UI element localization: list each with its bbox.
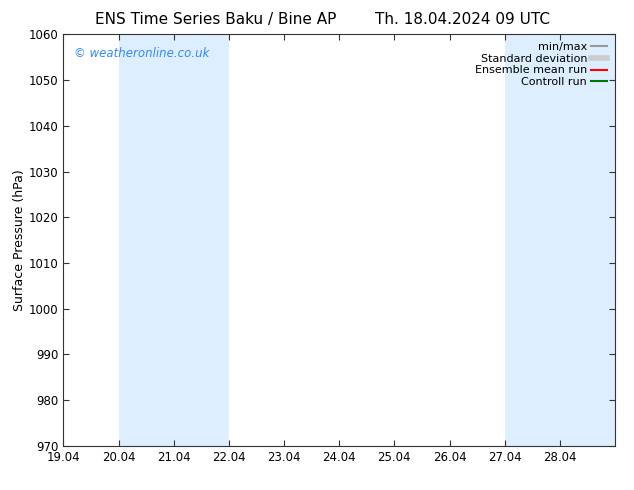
Bar — [505, 34, 615, 446]
Text: ENS Time Series Baku / Bine AP: ENS Time Series Baku / Bine AP — [95, 12, 336, 27]
Legend: min/max, Standard deviation, Ensemble mean run, Controll run: min/max, Standard deviation, Ensemble me… — [473, 40, 609, 89]
Text: Th. 18.04.2024 09 UTC: Th. 18.04.2024 09 UTC — [375, 12, 550, 27]
Text: © weatheronline.co.uk: © weatheronline.co.uk — [74, 47, 210, 60]
Y-axis label: Surface Pressure (hPa): Surface Pressure (hPa) — [13, 169, 26, 311]
Bar — [119, 34, 229, 446]
